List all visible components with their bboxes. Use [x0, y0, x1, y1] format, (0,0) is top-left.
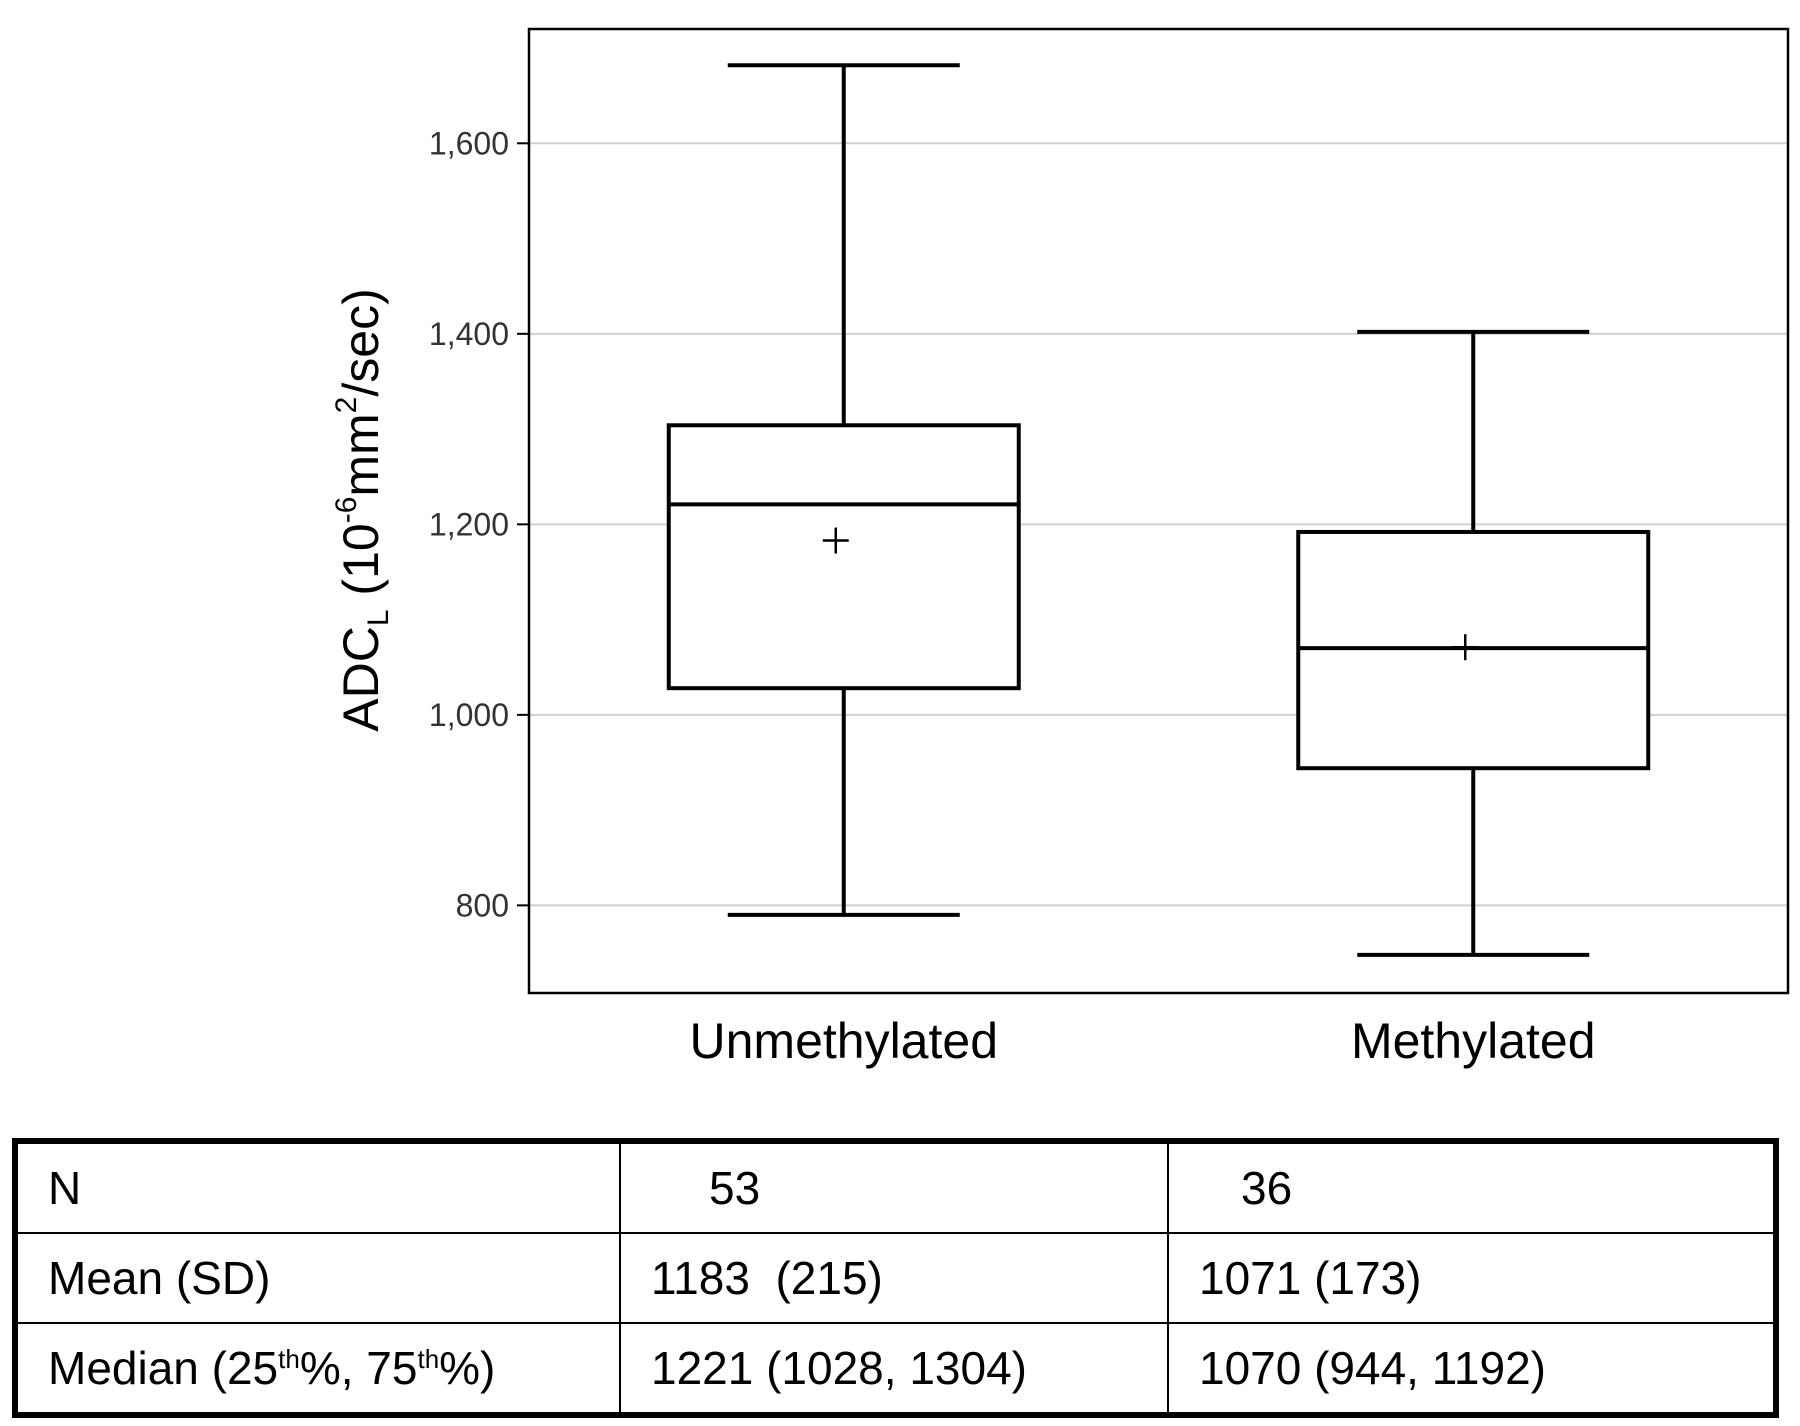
y-label-main: ADC — [333, 626, 389, 732]
table-row: Median (25th%, 75th%) 1221 (1028, 1304) … — [14, 1322, 1777, 1416]
median-label-c: %) — [439, 1342, 496, 1394]
y-axis-ticks: 800 1,000 1,200 1,400 1,600 — [429, 125, 529, 923]
x-axis-categories: Unmethylated Methylated — [690, 1013, 1596, 1069]
median-label-sup2: th — [417, 1344, 440, 1374]
summary-table: N 53 36 Mean (SD) 1183 (215) 1071 (173) … — [12, 1138, 1779, 1418]
y-tick-label: 1,200 — [429, 506, 509, 542]
y-axis-label: ADCL (10-6mm2/sec) — [330, 288, 395, 731]
y-label-open: (10 — [333, 523, 389, 609]
cell-n-methylated: 36 — [1167, 1140, 1777, 1234]
x-category-label: Methylated — [1351, 1013, 1596, 1069]
cell-n-unmethylated: 53 — [619, 1140, 1169, 1234]
y-label-unit-exp: 2 — [330, 397, 363, 414]
plot-area-frame — [527, 27, 1790, 995]
y-tick-label: 1,000 — [429, 697, 509, 733]
y-label-unit: mm — [333, 413, 389, 496]
y-tick-label: 800 — [456, 887, 509, 923]
row-label-n: N — [14, 1140, 621, 1234]
y-tick-label: 1,400 — [429, 316, 509, 352]
y-label-exp: -6 — [330, 497, 363, 524]
median-label-a: Median (25 — [48, 1342, 279, 1394]
table-row: N 53 36 — [14, 1140, 1777, 1234]
cell-median-methylated: 1070 (944, 1192) — [1167, 1322, 1777, 1416]
row-label-mean: Mean (SD) — [14, 1232, 621, 1324]
x-category-label: Unmethylated — [690, 1013, 999, 1069]
box-group — [1296, 329, 1651, 957]
cell-mean-methylated: 1071 (173) — [1167, 1232, 1777, 1324]
cell-mean-unmethylated: 1183 (215) — [619, 1232, 1169, 1324]
y-tick-label: 1,600 — [429, 125, 509, 161]
median-label-sup1: th — [278, 1344, 300, 1374]
boxes — [666, 63, 1651, 957]
iqr-box — [666, 423, 1021, 691]
box-group — [666, 63, 1021, 917]
cell-median-unmethylated: 1221 (1028, 1304) — [619, 1322, 1169, 1416]
median-label-b: %, 75 — [299, 1342, 418, 1394]
boxplot-chart: 800 1,000 1,200 1,400 1,600 Unmethylated Meth… — [330, 27, 1790, 1069]
table-row: Mean (SD) 1183 (215) 1071 (173) — [14, 1232, 1777, 1324]
y-label-close: /sec) — [333, 288, 389, 396]
y-label-sub: L — [362, 609, 395, 626]
row-label-median: Median (25th%, 75th%) — [14, 1322, 621, 1416]
